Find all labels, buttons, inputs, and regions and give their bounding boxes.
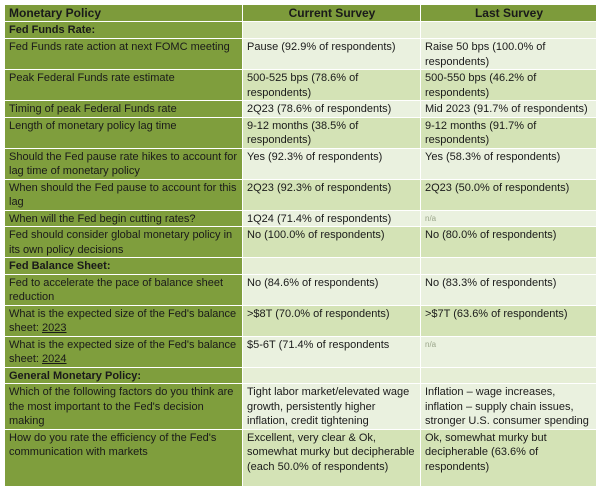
table-row: What is the expected size of the Fed's b… <box>4 335 597 368</box>
last-survey-cell: 2Q23 (50.0% of respondents) <box>420 178 597 211</box>
current-survey-cell: Pause (92.9% of respondents) <box>242 38 421 70</box>
current-survey-cell: >$8T (70.0% of respondents) <box>242 304 421 337</box>
current-survey-cell: 9-12 months (38.5% of respondents) <box>242 116 421 149</box>
current-survey-cell: 2Q23 (78.6% of respondents) <box>242 100 421 118</box>
question-cell: Fed Funds rate action at next FOMC meeti… <box>4 38 243 70</box>
last-survey-cell: Raise 50 bps (100.0% of respondents) <box>420 38 597 70</box>
empty-cell <box>242 366 421 384</box>
section-row: Fed Balance Sheet: <box>4 257 597 275</box>
current-survey-cell: 1Q24 (71.4% of respondents) <box>242 209 421 227</box>
section-title: Fed Funds Rate: <box>4 21 243 39</box>
header-row: Monetary Policy Current Survey Last Surv… <box>4 4 597 22</box>
table-row: When should the Fed pause to account for… <box>4 178 597 211</box>
question-cell: Should the Fed pause rate hikes to accou… <box>4 147 243 180</box>
last-survey-cell: Ok, somewhat murky but decipherable (63.… <box>420 428 597 487</box>
section-row: Fed Funds Rate: <box>4 21 597 39</box>
empty-cell <box>420 21 597 39</box>
section-title: Fed Balance Sheet: <box>4 257 243 275</box>
question-text: Fed to accelerate the pace of balance sh… <box>9 276 224 304</box>
question-cell: Which of the following factors do you th… <box>4 383 243 430</box>
last-survey-cell: n/a <box>420 335 597 368</box>
question-text: What is the expected size of the Fed's b… <box>9 307 237 335</box>
question-cell: Timing of peak Federal Funds rate <box>4 100 243 118</box>
question-cell: How do you rate the efficiency of the Fe… <box>4 428 243 487</box>
question-text: When will the Fed begin cutting rates? <box>9 212 196 225</box>
header-monetary-policy: Monetary Policy <box>4 4 243 22</box>
table-row: Fed Funds rate action at next FOMC meeti… <box>4 38 597 70</box>
empty-cell <box>242 21 421 39</box>
question-text: Which of the following factors do you th… <box>9 386 234 427</box>
section-row: General Monetary Policy: <box>4 366 597 384</box>
section-title: General Monetary Policy: <box>4 366 243 384</box>
table-row: How do you rate the efficiency of the Fe… <box>4 428 597 487</box>
question-cell: When will the Fed begin cutting rates? <box>4 209 243 227</box>
current-survey-cell: 2Q23 (92.3% of respondents) <box>242 178 421 211</box>
question-text: Timing of peak Federal Funds rate <box>9 103 177 115</box>
table-row: Length of monetary policy lag time 9-12 m… <box>4 116 597 149</box>
question-cell: When should the Fed pause to account for… <box>4 178 243 211</box>
question-cell: Length of monetary policy lag time <box>4 116 243 149</box>
table-row: Peak Federal Funds rate estimate 500-525 … <box>4 69 597 101</box>
header-last-survey: Last Survey <box>420 4 597 22</box>
last-survey-cell: 500-550 bps (46.2% of respondents) <box>420 69 597 101</box>
question-cell: Fed to accelerate the pace of balance sh… <box>4 273 243 306</box>
current-survey-cell: Tight labor market/elevated wage growth,… <box>242 383 421 430</box>
question-year: 2023 <box>42 322 67 334</box>
current-survey-cell: No (100.0% of respondents) <box>242 226 421 258</box>
last-survey-cell: No (80.0% of respondents) <box>420 226 597 258</box>
table-row: Fed to accelerate the pace of balance sh… <box>4 273 597 306</box>
last-survey-cell: 9-12 months (91.7% of respondents) <box>420 116 597 149</box>
question-text: Fed should consider global monetary poli… <box>9 229 233 256</box>
table-row: Fed should consider global monetary poli… <box>4 226 597 258</box>
question-text: What is the expected size of the Fed's b… <box>9 338 237 366</box>
empty-cell <box>420 366 597 384</box>
empty-cell <box>420 257 597 275</box>
last-survey-cell: n/a <box>420 209 597 227</box>
last-survey-cell: Inflation – wage increases, inflation – … <box>420 383 597 430</box>
question-cell: Fed should consider global monetary poli… <box>4 226 243 258</box>
current-survey-cell: Excellent, very clear & Ok, somewhat mur… <box>242 428 421 487</box>
current-survey-cell: Yes (92.3% of respondents) <box>242 147 421 180</box>
question-cell: What is the expected size of the Fed's b… <box>4 304 243 337</box>
last-survey-cell: No (83.3% of respondents) <box>420 273 597 306</box>
table-row: When will the Fed begin cutting rates? 1Q… <box>4 209 597 227</box>
question-text: Peak Federal Funds rate estimate <box>9 72 175 84</box>
header-current-survey: Current Survey <box>242 4 421 22</box>
current-survey-cell: 500-525 bps (78.6% of respondents) <box>242 69 421 101</box>
last-survey-cell: >$7T (63.6% of respondents) <box>420 304 597 337</box>
current-survey-cell: $5-6T (71.4% of respondents <box>242 335 421 368</box>
question-year: 2024 <box>42 353 67 365</box>
question-text: When should the Fed pause to account for… <box>9 181 237 209</box>
question-cell: What is the expected size of the Fed's b… <box>4 335 243 368</box>
question-text: Should the Fed pause rate hikes to accou… <box>9 150 238 178</box>
table-row: Timing of peak Federal Funds rate 2Q23 (7… <box>4 100 597 118</box>
question-text: Fed Funds rate action at next FOMC meeti… <box>9 41 230 53</box>
current-survey-cell: No (84.6% of respondents) <box>242 273 421 306</box>
table-row: Which of the following factors do you th… <box>4 383 597 430</box>
empty-cell <box>242 257 421 275</box>
table-row: Should the Fed pause rate hikes to accou… <box>4 147 597 180</box>
question-cell: Peak Federal Funds rate estimate <box>4 69 243 101</box>
table-row: What is the expected size of the Fed's b… <box>4 304 597 337</box>
last-survey-cell: Mid 2023 (91.7% of respondents) <box>420 100 597 118</box>
survey-table: Monetary Policy Current Survey Last Surv… <box>4 4 597 487</box>
question-text: How do you rate the efficiency of the Fe… <box>9 431 217 459</box>
last-survey-cell: Yes (58.3% of respondents) <box>420 147 597 180</box>
question-text: Length of monetary policy lag time <box>9 119 177 132</box>
